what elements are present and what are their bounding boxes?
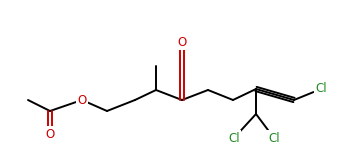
Text: O: O [45,128,54,140]
Text: Cl: Cl [228,132,240,144]
Text: Cl: Cl [315,82,327,95]
Text: O: O [77,94,87,107]
Text: Cl: Cl [268,132,280,144]
Text: O: O [178,35,187,49]
